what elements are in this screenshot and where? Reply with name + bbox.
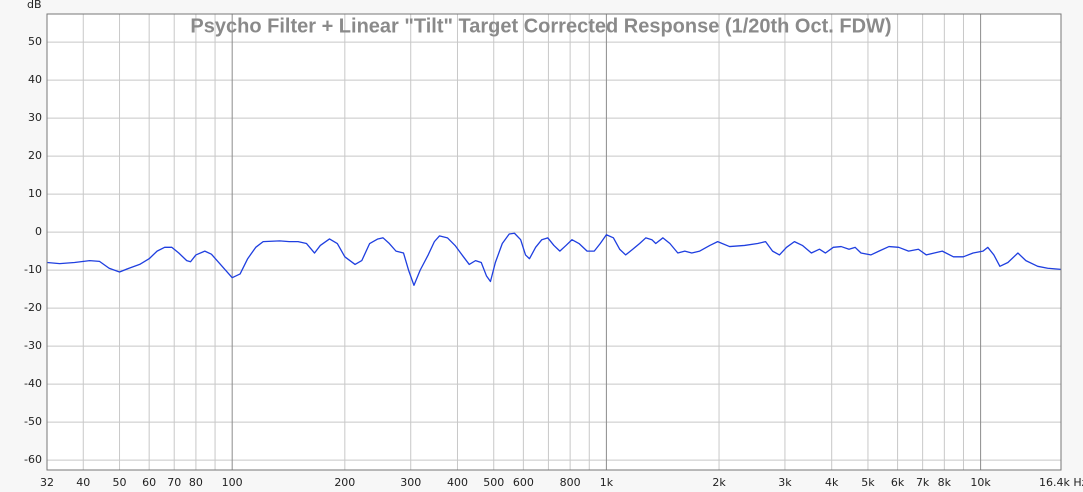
y-tick-label: -20	[24, 301, 42, 314]
x-tick-label: 2k	[712, 476, 726, 489]
marks	[46, 232, 1062, 286]
y-tick-label: 0	[35, 225, 42, 238]
x-tick-label: 10k	[970, 476, 991, 489]
plot-area	[47, 14, 1061, 470]
x-tick-label: 16.4k Hz	[1039, 476, 1083, 489]
y-tick-label: 20	[28, 149, 42, 162]
x-tick-label: 80	[189, 476, 203, 489]
y-tick-label: -50	[24, 415, 42, 428]
y-tick-label: 50	[28, 35, 42, 48]
x-tick-label: 300	[400, 476, 421, 489]
x-tick-label: 40	[76, 476, 90, 489]
x-tick-label: 400	[447, 476, 468, 489]
y-tick-label: 40	[28, 73, 42, 86]
x-tick-label: 60	[142, 476, 156, 489]
y-tick-label: -60	[24, 453, 42, 466]
y-axis-label: dB	[27, 0, 42, 11]
x-tick-label: 70	[167, 476, 181, 489]
x-tick-label: 4k	[825, 476, 839, 489]
x-tick-label: 3k	[778, 476, 792, 489]
x-tick-label: 1k	[600, 476, 614, 489]
x-tick-label: 7k	[916, 476, 930, 489]
y-tick-label: -40	[24, 377, 42, 390]
y-tick-label: -30	[24, 339, 42, 352]
y-tick-label: 10	[28, 187, 42, 200]
x-tick-label: 5k	[861, 476, 875, 489]
y-tick-label: 30	[28, 111, 42, 124]
y-tick-label: -10	[24, 263, 42, 276]
x-tick-label: 100	[222, 476, 243, 489]
x-tick-label: 6k	[891, 476, 905, 489]
plot-border	[46, 13, 1062, 471]
response-line	[46, 232, 1062, 286]
x-tick-label: 8k	[938, 476, 952, 489]
x-tick-label: 600	[513, 476, 534, 489]
chart-title: Psycho Filter + Linear "Tilt" Target Cor…	[190, 15, 891, 37]
x-tick-label: 32	[40, 476, 54, 489]
x-tick-label: 800	[560, 476, 581, 489]
x-tick-label: 50	[113, 476, 127, 489]
x-tick-label: 500	[483, 476, 504, 489]
x-tick-label: 200	[334, 476, 355, 489]
